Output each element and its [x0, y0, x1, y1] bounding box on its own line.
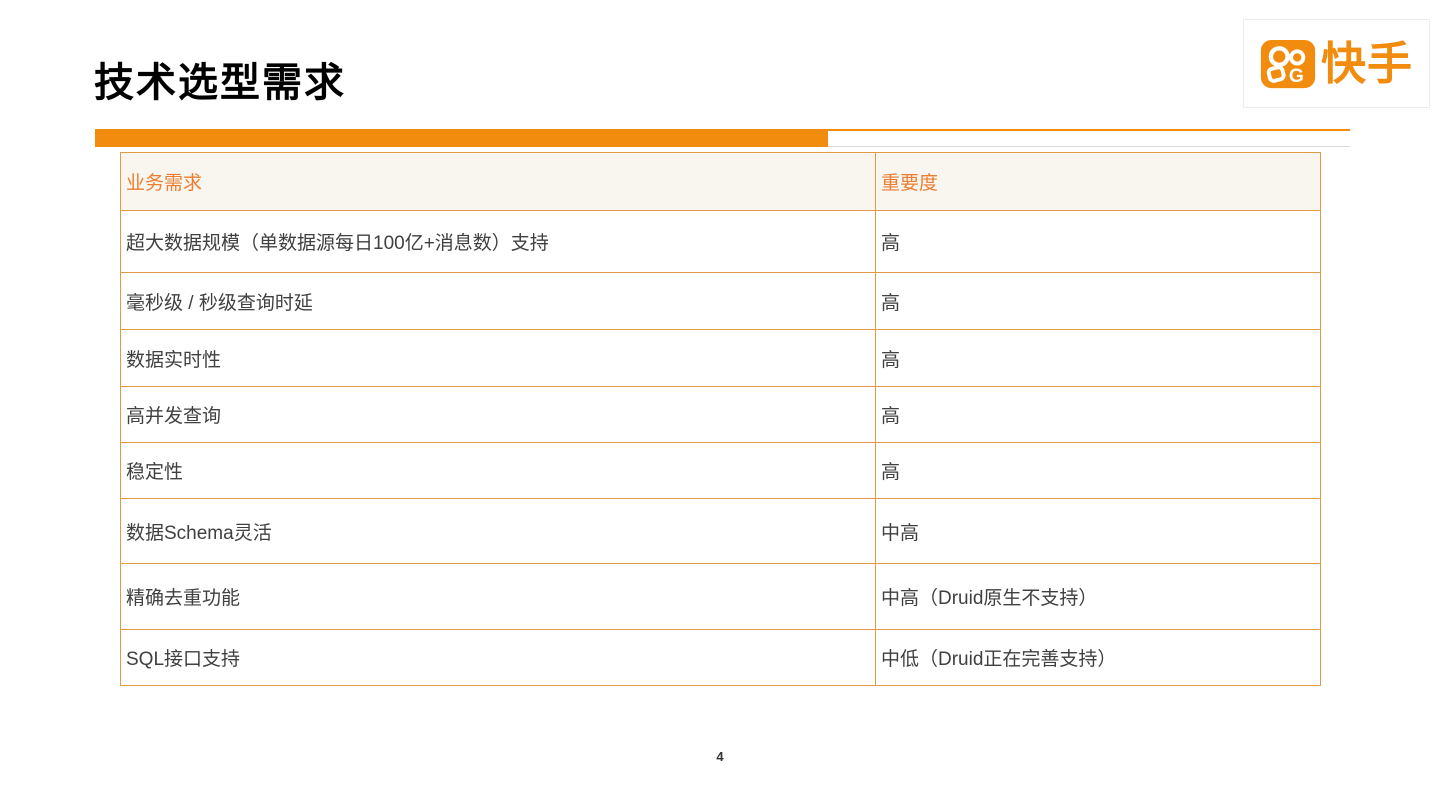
table-row: SQL接口支持 中低（Druid正在完善支持）	[120, 629, 1321, 686]
divider-bottom-line	[828, 146, 1350, 147]
table-row: 数据Schema灵活 中高	[120, 498, 1321, 564]
divider-orange-fill	[95, 129, 828, 147]
kuaishou-logo-box: G 快手	[1243, 19, 1430, 108]
requirement-cell: 数据实时性	[120, 329, 876, 387]
requirement-cell: 稳定性	[120, 442, 876, 499]
kuaishou-camera-icon: G	[1260, 39, 1316, 88]
requirement-cell: 毫秒级 / 秒级查询时延	[120, 272, 876, 330]
brand-text: 快手	[1320, 38, 1413, 89]
requirement-cell: 精确去重功能	[120, 563, 876, 630]
title-divider-bar	[95, 129, 1350, 147]
importance-cell: 中高	[875, 498, 1321, 564]
requirement-cell: 超大数据规模（单数据源每日100亿+消息数）支持	[120, 210, 876, 273]
table-row: 稳定性 高	[120, 442, 1321, 499]
importance-cell: 高	[875, 442, 1321, 499]
table-row: 毫秒级 / 秒级查询时延 高	[120, 272, 1321, 330]
table-row: 超大数据规模（单数据源每日100亿+消息数）支持 高	[120, 210, 1321, 273]
page-title: 技术选型需求	[94, 61, 346, 105]
svg-text:G: G	[1289, 65, 1304, 86]
requirements-table: 业务需求 重要度 超大数据规模（单数据源每日100亿+消息数）支持 高 毫秒级 …	[120, 152, 1321, 686]
importance-cell: 高	[875, 210, 1321, 273]
page-number: 4	[716, 749, 724, 764]
table-header-requirement: 业务需求	[120, 152, 876, 211]
table-header-row: 业务需求 重要度	[120, 152, 1321, 211]
importance-cell: 高	[875, 272, 1321, 330]
importance-cell: 高	[875, 386, 1321, 443]
table-row: 精确去重功能 中高（Druid原生不支持）	[120, 563, 1321, 630]
requirement-cell: SQL接口支持	[120, 629, 876, 686]
requirement-cell: 数据Schema灵活	[120, 498, 876, 564]
table-row: 高并发查询 高	[120, 386, 1321, 443]
table-header-importance: 重要度	[875, 152, 1321, 211]
importance-cell: 中低（Druid正在完善支持）	[875, 629, 1321, 686]
requirement-cell: 高并发查询	[120, 386, 876, 443]
table-row: 数据实时性 高	[120, 329, 1321, 387]
importance-cell: 中高（Druid原生不支持）	[875, 563, 1321, 630]
importance-cell: 高	[875, 329, 1321, 387]
